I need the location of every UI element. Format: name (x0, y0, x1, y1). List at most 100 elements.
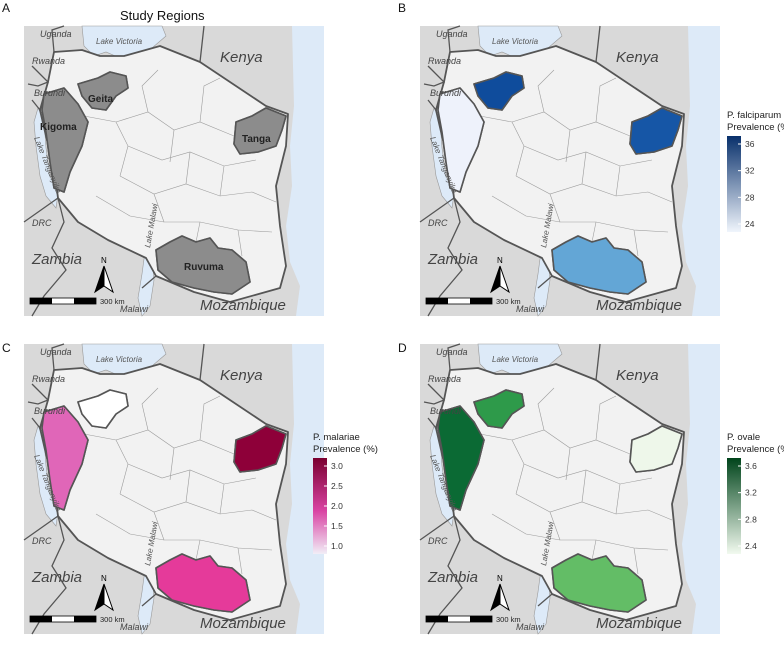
region-kigoma (437, 87, 485, 193)
scale-label: 300 km (496, 615, 521, 624)
label-uganda: Uganda (40, 29, 72, 39)
north-label: N (497, 256, 503, 265)
scale-bar: 300 km (425, 615, 521, 624)
label-malawi: Malawi (516, 622, 545, 632)
panel-letter: B (398, 1, 406, 15)
label-malawi: Malawi (120, 622, 149, 632)
label-drc: DRC (428, 536, 448, 546)
north-arrow-icon: N (490, 574, 510, 612)
region-ruvuma (155, 235, 251, 295)
scale-bar: 300 km (29, 615, 125, 624)
region-kigoma (41, 87, 89, 193)
label-uganda: Uganda (436, 29, 468, 39)
legend-subtitle: Prevalence (%) (727, 444, 784, 455)
legend-tick: 3.6 (745, 461, 757, 471)
region-geita (473, 71, 525, 111)
region-tanga (233, 425, 287, 473)
region-ruvuma (551, 553, 647, 613)
scale-label: 300 km (496, 297, 521, 306)
panel-letter: A (2, 1, 10, 15)
region-tanga (233, 107, 287, 155)
legend-tick: 2.4 (745, 541, 757, 551)
label-burundi: Burundi (430, 406, 462, 416)
label-drc: DRC (428, 218, 448, 228)
label-geita: Geita (88, 94, 113, 105)
legend-tick: 36 (745, 139, 755, 149)
label-burundi: Burundi (34, 88, 66, 98)
region-ruvuma (551, 235, 647, 295)
region-tanga (629, 107, 683, 155)
legend-colorbar (727, 458, 741, 554)
label-rwanda: Rwanda (32, 374, 65, 384)
study-regions (41, 389, 287, 613)
legend-tick: 1.0 (331, 541, 343, 551)
legend-title: P. ovale (727, 432, 760, 443)
region-geita (473, 389, 525, 429)
label-zambia: Zambia (31, 569, 82, 586)
label-mozambique: Mozambique (200, 615, 286, 632)
north-label: N (101, 256, 107, 265)
legend-tick: 2.8 (745, 514, 757, 524)
legend-tick: 1.5 (331, 521, 343, 531)
label-uganda: Uganda (436, 347, 468, 357)
label-lake-victoria: Lake Victoria (96, 355, 143, 364)
label-burundi: Burundi (430, 88, 462, 98)
legend-tick: 3.2 (745, 488, 757, 498)
legend-tick: 28 (745, 192, 755, 202)
label-zambia: Zambia (31, 251, 82, 268)
region-ruvuma (155, 553, 251, 613)
region-geita (77, 389, 129, 429)
label-zambia: Zambia (427, 251, 478, 268)
study-regions (41, 71, 287, 295)
label-rwanda: Rwanda (428, 56, 461, 66)
region-tanga (629, 425, 683, 473)
north-label: N (497, 574, 503, 583)
label-drc: DRC (32, 218, 52, 228)
panel-letter: D (398, 341, 407, 355)
north-arrow-icon: N (490, 256, 510, 294)
study-regions (437, 389, 683, 613)
label-mozambique: Mozambique (200, 297, 286, 314)
legend-title: P. falciparum (727, 110, 781, 121)
map-panel-b: B Uganda Kenya Rwanda Burundi DRC Zambia Malaw… (398, 1, 721, 317)
label-burundi: Burundi (34, 406, 66, 416)
north-arrow-icon: N (94, 256, 114, 294)
label-uganda: Uganda (40, 347, 72, 357)
map-panel-a: A Study Regions Uganda Kenya Rwanda Burundi… (2, 1, 325, 317)
label-kenya: Kenya (616, 49, 659, 66)
north-arrow-icon: N (94, 574, 114, 612)
north-label: N (101, 574, 107, 583)
region-kigoma (437, 405, 485, 511)
study-regions (437, 71, 683, 295)
label-lake-victoria: Lake Victoria (492, 37, 539, 46)
legend-tick: 2.0 (331, 501, 343, 511)
map-panel-c: C Uganda Kenya Rwanda Burundi DRC Zambia Malaw… (2, 341, 325, 635)
scale-bar: 300 km (29, 297, 125, 306)
scale-bar: 300 km (425, 297, 521, 306)
panel-title: Study Regions (120, 8, 205, 23)
legend-title: P. malariae (313, 432, 360, 443)
panel-letter: C (2, 341, 11, 355)
label-kenya: Kenya (616, 367, 659, 384)
label-malawi: Malawi (120, 304, 149, 314)
legend-tick: 24 (745, 219, 755, 229)
label-lake-victoria: Lake Victoria (492, 355, 539, 364)
label-mozambique: Mozambique (596, 297, 682, 314)
legend-colorbar (727, 136, 741, 232)
label-kenya: Kenya (220, 367, 263, 384)
label-rwanda: Rwanda (428, 374, 461, 384)
legend-tick: 2.5 (331, 481, 343, 491)
legend-tick: 3.0 (331, 461, 343, 471)
legend-colorbar (313, 458, 327, 554)
region-kigoma (41, 405, 89, 511)
label-rwanda: Rwanda (32, 56, 65, 66)
label-kenya: Kenya (220, 49, 263, 66)
label-lake-victoria: Lake Victoria (96, 37, 143, 46)
label-drc: DRC (32, 536, 52, 546)
label-malawi: Malawi (516, 304, 545, 314)
label-kigoma: Kigoma (40, 122, 77, 133)
scale-label: 300 km (100, 615, 125, 624)
